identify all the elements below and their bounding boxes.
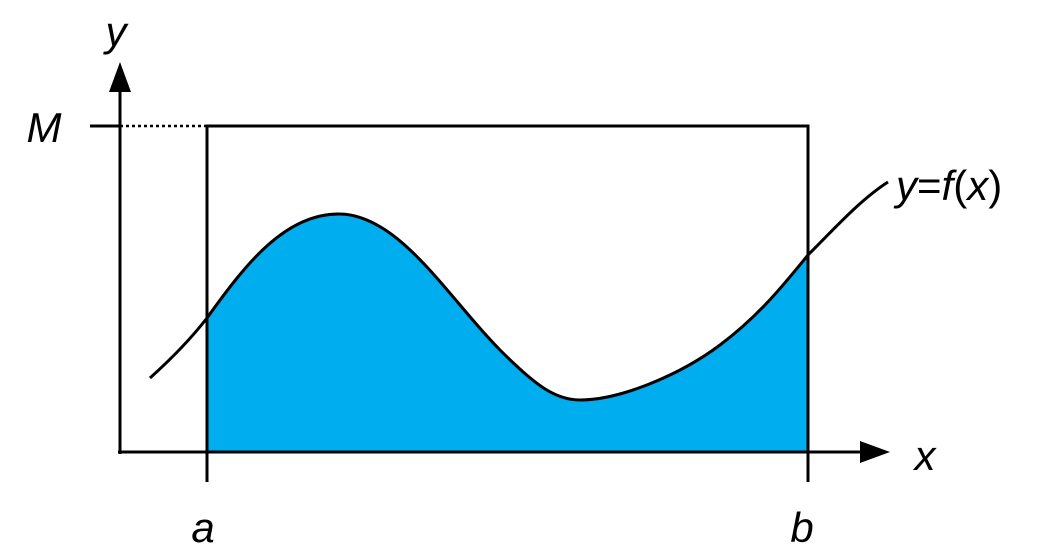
curve-label-y: y (893, 162, 920, 209)
curve-label-x: x (965, 162, 990, 209)
curve-label-lparen: ( (953, 162, 967, 209)
curve-label: y=f(x) (893, 162, 1002, 209)
function-curve (148, 180, 889, 402)
a-label: a (191, 504, 214, 551)
x-axis-arrowhead (860, 441, 890, 463)
b-label: b (790, 504, 813, 551)
curve-label-rparen: ) (988, 162, 1002, 209)
x-axis-label: x (913, 432, 938, 479)
m-label: M (27, 104, 62, 151)
y-axis-label: y (103, 8, 130, 55)
curve-label-equals: = (917, 162, 942, 209)
y-axis-arrowhead (109, 62, 131, 92)
area-under-curve (207, 213, 808, 452)
